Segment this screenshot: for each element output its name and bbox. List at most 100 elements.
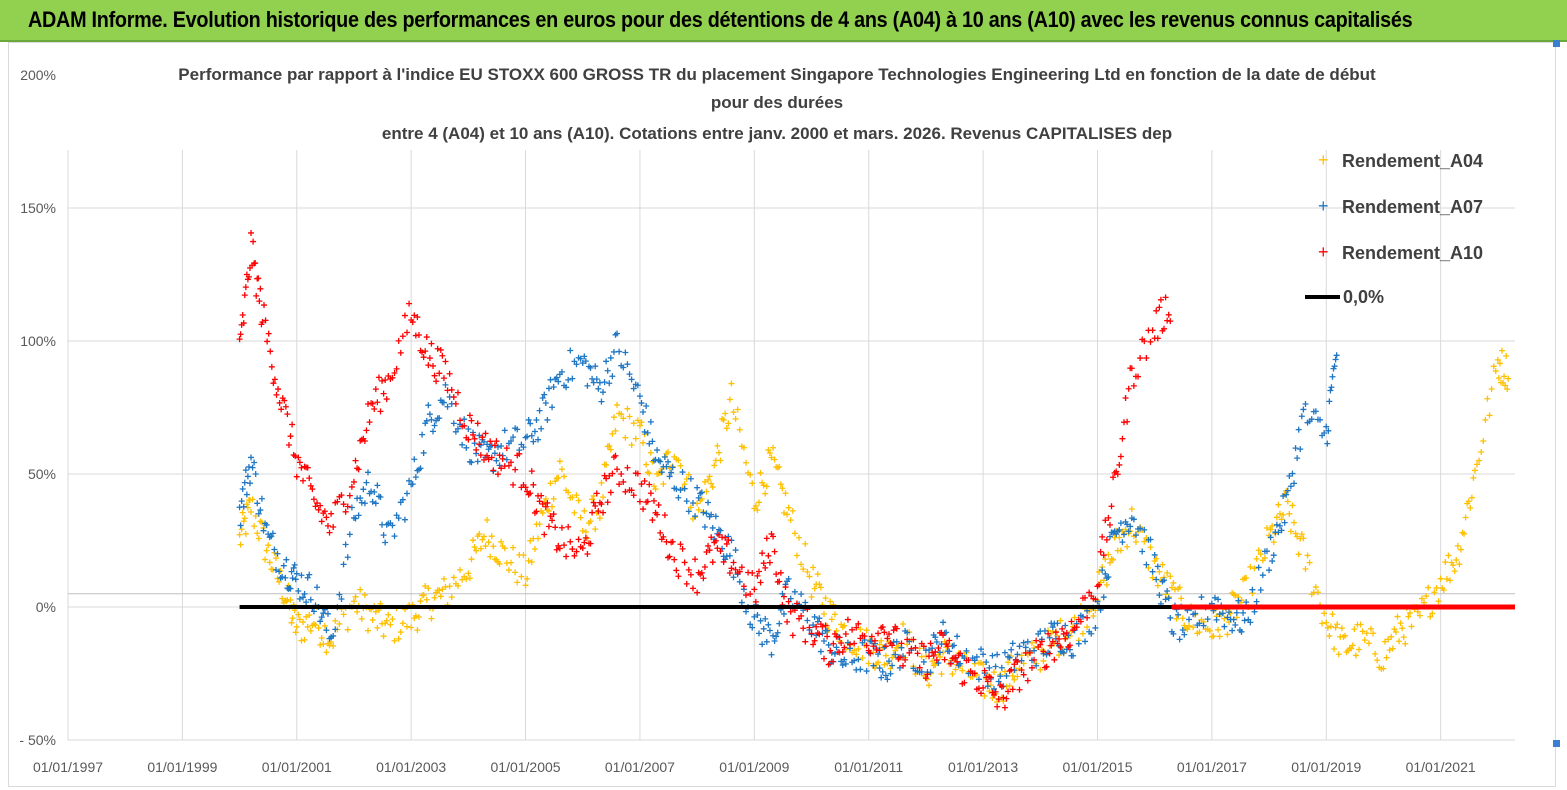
- point-rendement-a10: [689, 585, 696, 592]
- point-rendement-a10: [752, 598, 759, 605]
- point-rendement-a10: [380, 390, 387, 397]
- point-rendement-a07: [978, 646, 985, 653]
- point-rendement-a07: [1147, 536, 1154, 543]
- point-rendement-a10: [902, 656, 909, 663]
- point-rendement-a04: [1334, 621, 1341, 628]
- point-rendement-a10: [644, 498, 651, 505]
- point-rendement-a07: [380, 532, 387, 539]
- point-rendement-a07: [638, 400, 645, 407]
- point-rendement-a10: [785, 598, 792, 605]
- point-rendement-a07: [1232, 621, 1239, 628]
- point-rendement-a10: [484, 452, 491, 459]
- point-rendement-a10: [1020, 671, 1027, 678]
- point-rendement-a07: [1278, 527, 1285, 534]
- point-rendement-a04: [512, 569, 519, 576]
- point-rendement-a04: [488, 533, 495, 540]
- point-rendement-a04: [734, 406, 741, 413]
- point-rendement-a07: [282, 574, 289, 581]
- point-rendement-a07: [1016, 643, 1023, 650]
- gridlines: [67, 150, 1515, 741]
- point-rendement-a10: [879, 623, 886, 630]
- point-rendement-a07: [242, 467, 249, 474]
- point-rendement-a04: [1397, 620, 1404, 627]
- point-rendement-a04: [1103, 581, 1110, 588]
- point-rendement-a10: [1046, 650, 1053, 657]
- point-rendement-a07: [1243, 599, 1250, 606]
- point-rendement-a10: [569, 546, 576, 553]
- point-rendement-a07: [600, 389, 607, 396]
- point-rendement-a04: [706, 473, 713, 480]
- point-rendement-a10: [681, 559, 688, 566]
- point-rendement-a10: [813, 623, 820, 630]
- point-rendement-a07: [825, 641, 832, 648]
- point-rendement-a10: [870, 643, 877, 650]
- point-rendement-a04: [1385, 636, 1392, 643]
- point-rendement-a04: [1480, 438, 1487, 445]
- point-rendement-a10: [712, 537, 719, 544]
- point-rendement-a04: [507, 559, 514, 566]
- point-rendement-a10: [454, 389, 461, 396]
- point-rendement-a04: [701, 478, 708, 485]
- y-tick-label: 0%: [36, 599, 56, 615]
- point-rendement-a07: [592, 363, 599, 370]
- point-rendement-a04: [244, 504, 251, 511]
- point-rendement-a07: [1226, 609, 1233, 616]
- point-rendement-a07: [1167, 614, 1174, 621]
- point-rendement-a04: [412, 612, 419, 619]
- point-rendement-a07: [1230, 616, 1237, 623]
- point-rendement-a10: [533, 508, 540, 515]
- point-rendement-a04: [437, 593, 444, 600]
- point-rendement-a04: [878, 637, 885, 644]
- point-rendement-a04: [315, 624, 322, 631]
- point-rendement-a07: [980, 651, 987, 658]
- point-rendement-a04: [771, 456, 778, 463]
- data-points: [236, 229, 1515, 711]
- point-rendement-a10: [827, 647, 834, 654]
- point-rendement-a07: [1014, 651, 1021, 658]
- point-rendement-a07: [759, 641, 766, 648]
- point-rendement-a10: [725, 537, 732, 544]
- point-rendement-a07: [802, 599, 809, 606]
- point-rendement-a07: [765, 621, 772, 628]
- point-rendement-a04: [1079, 630, 1086, 637]
- point-rendement-a07: [258, 495, 265, 502]
- point-rendement-a07: [756, 630, 763, 637]
- point-rendement-a10: [920, 643, 927, 650]
- point-rendement-a07: [1132, 532, 1139, 539]
- point-rendement-a04: [726, 396, 733, 403]
- point-rendement-a10: [825, 661, 832, 668]
- point-rendement-a07: [1216, 611, 1223, 618]
- point-rendement-a10: [346, 492, 353, 499]
- point-rendement-a04: [1341, 632, 1348, 639]
- point-rendement-a07: [1020, 639, 1027, 646]
- point-rendement-a04: [1492, 368, 1499, 375]
- point-rendement-a10: [433, 378, 440, 385]
- point-rendement-a04: [618, 411, 625, 418]
- point-rendement-a04: [1374, 657, 1381, 664]
- point-rendement-a10: [882, 643, 889, 650]
- point-rendement-a07: [1241, 617, 1248, 624]
- point-rendement-a10: [743, 592, 750, 599]
- point-rendement-a10: [536, 498, 543, 505]
- resize-handle-top-right[interactable]: [1553, 40, 1560, 47]
- resize-handle-bottom-right[interactable]: [1553, 740, 1560, 747]
- point-rendement-a07: [1049, 624, 1056, 631]
- point-rendement-a07: [842, 660, 849, 667]
- point-rendement-a10: [482, 430, 489, 437]
- point-rendement-a07: [269, 530, 276, 537]
- point-rendement-a10: [932, 648, 939, 655]
- point-rendement-a07: [474, 458, 481, 465]
- point-rendement-a04: [358, 615, 365, 622]
- point-rendement-a10: [1024, 677, 1031, 684]
- point-rendement-a10: [1086, 589, 1093, 596]
- point-rendement-a10: [1018, 666, 1025, 673]
- legend-label-a07: Rendement_A07: [1342, 197, 1483, 217]
- point-rendement-a07: [1117, 520, 1124, 527]
- point-rendement-a07: [636, 393, 643, 400]
- point-rendement-a04: [1499, 347, 1505, 354]
- point-rendement-a04: [1465, 498, 1472, 505]
- point-rendement-a04: [1145, 564, 1152, 571]
- point-rendement-a10: [912, 644, 919, 651]
- point-rendement-a07: [567, 347, 574, 354]
- point-rendement-a10: [1165, 311, 1172, 318]
